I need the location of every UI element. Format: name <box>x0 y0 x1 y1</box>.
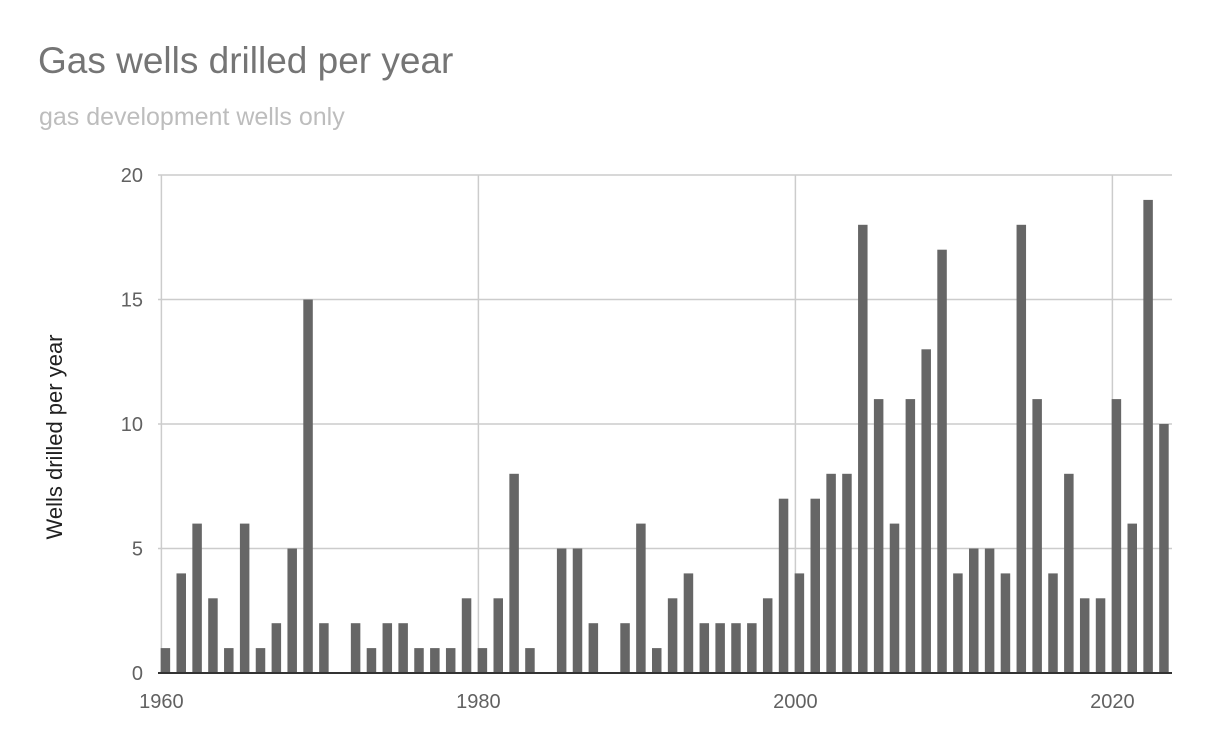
bar-2008 <box>921 349 931 673</box>
bar-1968 <box>287 548 297 673</box>
y-tick-label: 20 <box>121 165 143 187</box>
bar-1975 <box>398 623 408 673</box>
bar-1970 <box>319 623 329 673</box>
bar-1991 <box>652 648 662 673</box>
bar-2019 <box>1095 598 1106 673</box>
x-tick-label: 1960 <box>139 691 184 713</box>
bar-1985 <box>556 548 567 673</box>
bar-1979 <box>461 598 472 673</box>
bar-1987 <box>588 623 599 673</box>
bar-1995 <box>715 623 725 673</box>
bar-2013 <box>1000 573 1011 673</box>
bar-1969 <box>303 299 313 673</box>
bar-2015 <box>1032 399 1042 673</box>
y-axis-ticks: 0 5 10 15 20 <box>121 165 143 685</box>
y-tick-label: 10 <box>121 414 143 436</box>
bar-1962 <box>192 523 202 673</box>
bar-1998 <box>762 598 773 673</box>
bar-1967 <box>271 623 282 673</box>
bar-1973 <box>366 648 377 673</box>
bar-2022 <box>1143 199 1153 673</box>
bar-1977 <box>430 648 440 673</box>
bar-1966 <box>255 648 266 673</box>
bar-2018 <box>1079 598 1090 673</box>
bar-1981 <box>493 598 503 673</box>
bar-1964 <box>224 648 234 673</box>
bar-2011 <box>969 548 979 673</box>
x-tick-label: 1980 <box>456 691 501 713</box>
y-tick-label: 15 <box>121 290 143 312</box>
bar-2001 <box>810 498 820 673</box>
x-tick-label: 2020 <box>1090 691 1135 713</box>
bar-2007 <box>905 399 916 673</box>
bar-1992 <box>667 598 678 673</box>
bar-1994 <box>699 623 710 673</box>
bar-1983 <box>525 648 535 673</box>
bar-2009 <box>937 249 947 673</box>
chart-title: Gas wells drilled per year <box>38 40 454 81</box>
bar-2004 <box>858 224 868 674</box>
bar-1997 <box>747 623 757 673</box>
bar-1965 <box>239 523 250 673</box>
bar-1990 <box>636 523 646 673</box>
bar-2021 <box>1127 523 1137 673</box>
bar-2010 <box>953 573 963 673</box>
bar-2023 <box>1159 424 1169 673</box>
bar-1989 <box>620 623 630 673</box>
bar-2005 <box>873 399 884 673</box>
bar-2006 <box>889 523 900 673</box>
bar-1976 <box>414 648 424 673</box>
y-tick-label: 0 <box>132 663 143 685</box>
bar-1982 <box>509 473 519 673</box>
bar-2017 <box>1064 473 1074 673</box>
bar-1974 <box>382 623 393 673</box>
bar-1960 <box>160 648 171 673</box>
chart-subtitle: gas development wells only <box>39 103 345 131</box>
bar-1972 <box>350 623 361 673</box>
bar-1963 <box>208 598 218 673</box>
x-axis-ticks: 1960 1980 2000 2020 <box>139 691 1135 713</box>
x-tick-label: 2000 <box>773 691 818 713</box>
bar-1999 <box>778 498 789 673</box>
bar-2002 <box>826 473 836 673</box>
bar-2020 <box>1111 399 1122 673</box>
y-tick-label: 5 <box>132 539 143 561</box>
bar-1978 <box>445 648 456 673</box>
bar-2016 <box>1048 573 1058 673</box>
y-axis-label: Wells drilled per year <box>42 334 67 539</box>
bar-1993 <box>683 573 694 673</box>
bar-2012 <box>984 548 995 673</box>
bar-2003 <box>842 473 852 673</box>
bar-1980 <box>477 648 488 673</box>
bar-2014 <box>1016 224 1027 674</box>
bars <box>160 199 1169 674</box>
bar-1986 <box>572 548 583 673</box>
bar-1961 <box>176 573 186 673</box>
bar-1996 <box>731 623 741 673</box>
bar-2000 <box>794 573 805 673</box>
